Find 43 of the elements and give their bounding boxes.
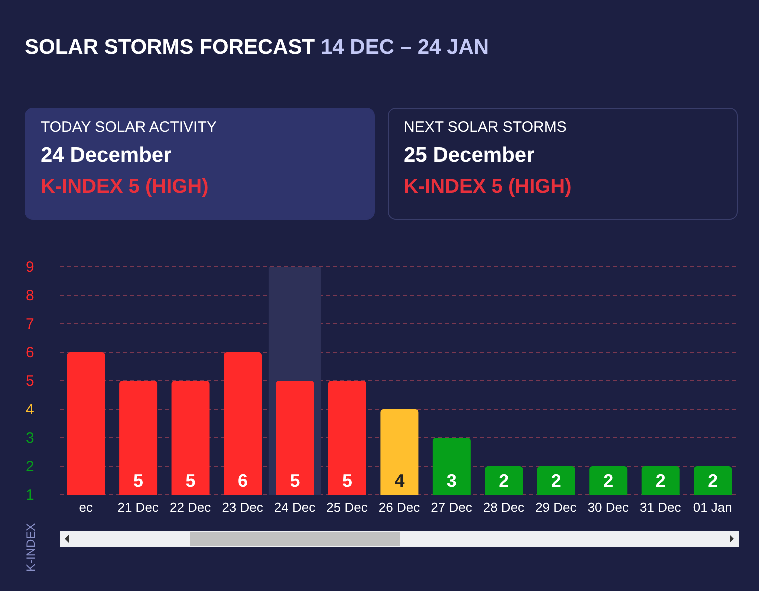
chart-title: SOLAR STORMS FORECAST bbox=[25, 36, 316, 59]
y-tick-label: 1 bbox=[26, 487, 34, 504]
text: 24 December bbox=[41, 144, 173, 168]
data-label: 4 bbox=[394, 471, 405, 491]
x-tick-label: 30 Dec bbox=[588, 500, 630, 516]
x-tick-label: 24 Dec bbox=[274, 500, 316, 516]
y-tick-label: 6 bbox=[26, 344, 34, 362]
data-label: 2 bbox=[656, 471, 666, 491]
y-tick-label: 3 bbox=[26, 430, 34, 447]
data-label: 5 bbox=[290, 471, 300, 491]
data-label: 2 bbox=[604, 471, 614, 491]
x-tick-label: 23 Dec bbox=[222, 500, 264, 516]
data-label: 6 bbox=[238, 471, 248, 491]
data-label: 5 bbox=[342, 471, 352, 491]
y-tick-label: 8 bbox=[26, 288, 34, 304]
data-label: 2 bbox=[708, 471, 718, 491]
text: 25 December bbox=[404, 144, 536, 168]
x-tick-label: 25 Dec bbox=[326, 500, 368, 516]
y-tick-label: 4 bbox=[26, 402, 34, 418]
text: K-INDEX 5 (HIGH) bbox=[41, 176, 210, 199]
x-tick-label: 01 Jan bbox=[693, 500, 732, 516]
text: TODAY SOLAR ACTIVITY bbox=[41, 119, 218, 136]
x-tick-label: 28 Dec bbox=[483, 500, 526, 516]
y-tick-label: 2 bbox=[26, 458, 34, 476]
text: K-INDEX 5 (HIGH) bbox=[404, 176, 573, 199]
y-tick-label: 9 bbox=[26, 259, 34, 276]
x-tick-label: 22 Dec bbox=[170, 500, 212, 516]
data-label: 2 bbox=[499, 471, 510, 491]
data-label: 3 bbox=[446, 471, 457, 491]
chart-subtitle: 14 DEC – 24 JAN bbox=[320, 36, 490, 59]
x-tick-label: 26 Dec bbox=[378, 500, 421, 516]
x-tick-label: 27 Dec bbox=[431, 500, 473, 516]
x-tick-label: 21 Dec bbox=[118, 500, 160, 516]
x-tick-label: 31 Dec bbox=[640, 500, 682, 516]
data-label: 5 bbox=[134, 471, 144, 491]
data-label: 5 bbox=[186, 471, 196, 491]
text: NEXT SOLAR STORMS bbox=[404, 119, 568, 136]
y-tick-label: 7 bbox=[26, 316, 34, 333]
y-tick-label: 5 bbox=[26, 373, 34, 390]
x-tick-label: 29 Dec bbox=[536, 500, 578, 516]
data-label: 2 bbox=[551, 471, 562, 491]
y-axis-title: K-INDEX bbox=[24, 523, 38, 572]
x-tick-label: ec bbox=[79, 500, 94, 516]
